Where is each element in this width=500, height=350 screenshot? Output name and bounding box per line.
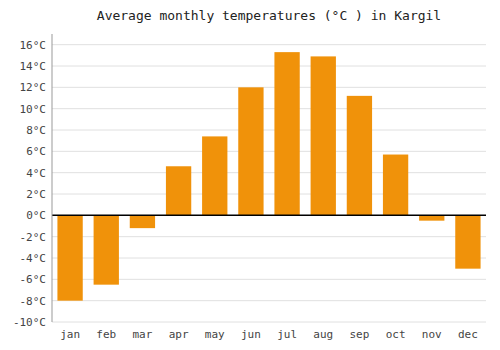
bar: [419, 215, 444, 220]
y-tick-label: 2°C: [26, 188, 46, 201]
grid-line: [52, 215, 486, 216]
grid-line: [52, 66, 486, 67]
y-tick-label: -8°C: [20, 295, 47, 308]
bar: [166, 166, 191, 215]
grid-line: [52, 130, 486, 131]
y-axis-line: [52, 34, 53, 322]
bar: [383, 155, 408, 216]
grid-line: [52, 108, 486, 109]
bar: [455, 215, 480, 268]
x-tick-label: sep: [349, 328, 369, 341]
x-tick-label: jan: [60, 328, 80, 341]
x-tick-label: may: [205, 328, 225, 341]
zero-line: [52, 215, 486, 217]
y-tick-label: -6°C: [20, 273, 47, 286]
x-tick-label: jun: [241, 328, 261, 341]
page: {"chart_data": {"type": "bar", "title": …: [0, 0, 500, 350]
y-tick-label: 10°C: [20, 103, 47, 116]
x-tick-label: dec: [458, 328, 478, 341]
y-tick-label: 6°C: [26, 145, 46, 158]
bar: [238, 87, 263, 215]
grid-line: [52, 172, 486, 173]
grid: [52, 45, 486, 322]
x-tick-label: nov: [422, 328, 442, 341]
y-tick-label: 4°C: [26, 167, 46, 180]
grid-line: [52, 194, 486, 195]
x-tick-label: jul: [277, 328, 297, 341]
x-tick-label: aug: [313, 328, 333, 341]
y-tick-label: 14°C: [20, 60, 47, 73]
y-tick-label: 0°C: [26, 209, 46, 222]
bar: [311, 56, 336, 215]
x-tick-label: apr: [169, 328, 189, 341]
bar: [130, 215, 155, 228]
grid-line: [52, 87, 486, 88]
y-tick-label: -2°C: [20, 231, 47, 244]
y-tick-label: 16°C: [20, 39, 47, 52]
grid-line: [52, 44, 486, 45]
x-tick-label: mar: [132, 328, 152, 341]
y-tick-label: 8°C: [26, 124, 46, 137]
bar: [274, 52, 299, 215]
y-tick-label: -10°C: [13, 316, 46, 329]
x-tick-label: oct: [386, 328, 406, 341]
y-tick-label: -4°C: [20, 252, 47, 265]
chart: Average monthly temperatures (°C ) in Ka…: [0, 0, 500, 350]
bar: [202, 136, 227, 215]
bars: [57, 52, 480, 301]
y-tick-label: 12°C: [20, 81, 47, 94]
grid-line: [52, 151, 486, 152]
x-tick-label: feb: [96, 328, 116, 341]
bar: [94, 215, 119, 284]
grid-line: [52, 322, 486, 323]
bar: [57, 215, 82, 300]
bar: [347, 96, 372, 215]
grid-line: [52, 300, 486, 301]
title: Average monthly temperatures (°C ) in Ka…: [97, 8, 441, 23]
